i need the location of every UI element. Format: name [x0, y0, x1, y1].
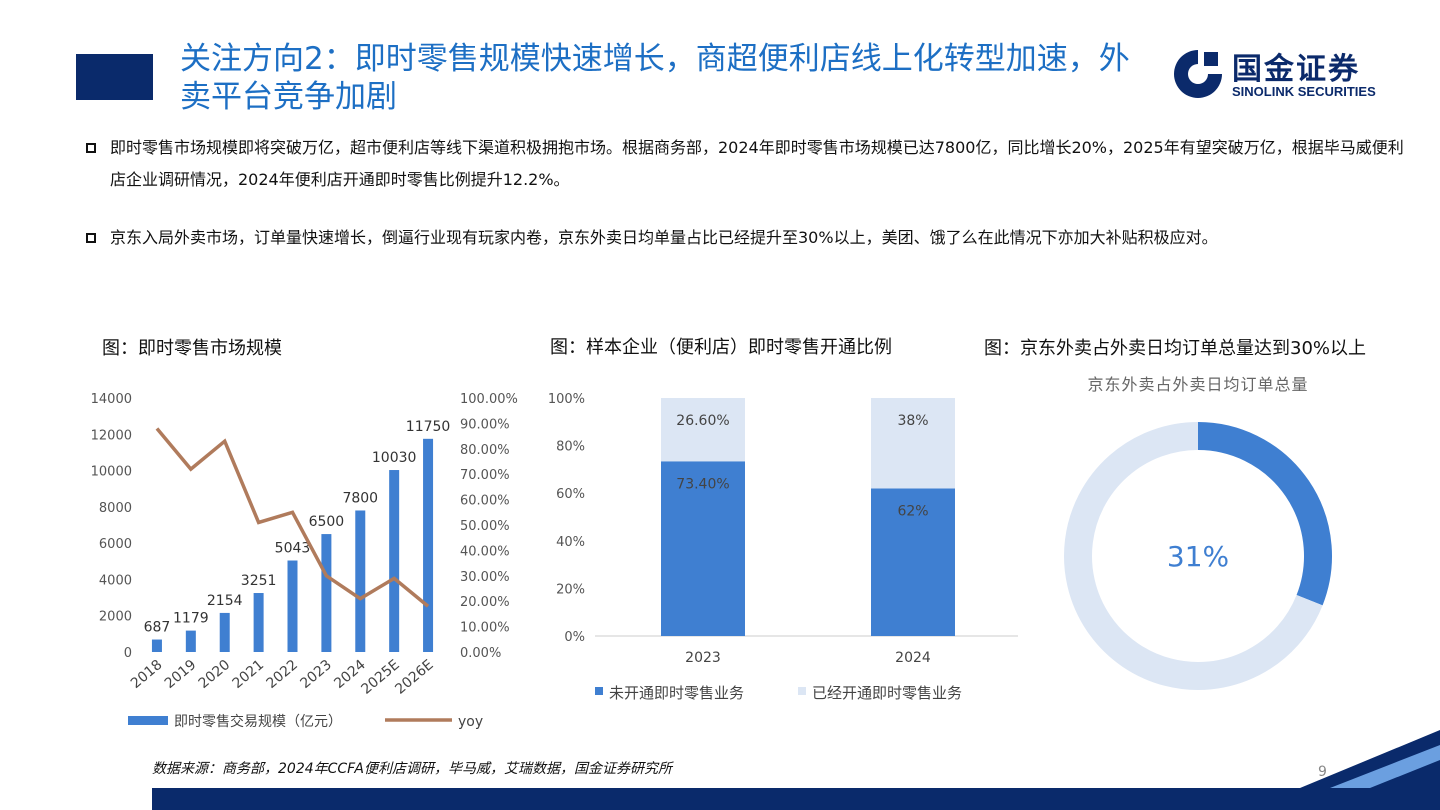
stacked-bar-segment [871, 488, 955, 636]
y2-tick-label: 0.00% [460, 646, 501, 661]
bar [253, 593, 264, 652]
bullet-square-icon [86, 143, 96, 153]
y2-tick-label: 30.00% [460, 570, 510, 585]
y-tick-label: 4000 [99, 573, 132, 588]
x-tick-label: 2025E [358, 657, 402, 698]
segment-data-label: 26.60% [676, 413, 729, 429]
x-tick-label: 2024 [895, 650, 931, 666]
bar [389, 470, 400, 652]
figure-3-title: 图：京东外卖占外卖日均订单总量达到30%以上 [984, 338, 1367, 359]
bar [423, 438, 434, 652]
x-tick-label: 2020 [196, 657, 234, 692]
title-accent-block [76, 54, 153, 100]
legend-swatch-bar [128, 716, 168, 725]
donut-slice [1064, 422, 1323, 690]
market-size-chart: 0 2000 4000 6000 8000 10000 12000 14000 0.00% 10.… [91, 392, 518, 730]
bar [287, 560, 298, 652]
figure-2-title: 图：样本企业（便利店）即时零售开通比例 [550, 337, 892, 358]
y-tick-label: 60% [556, 487, 585, 502]
y2-tick-label: 80.00% [460, 443, 510, 458]
y-tick-label: 0 [124, 646, 132, 661]
bar-data-label: 7800 [342, 490, 378, 506]
segment-data-label: 38% [897, 413, 928, 429]
y-tick-label: 80% [556, 440, 585, 455]
legend-label: 已经开通即时零售业务 [812, 684, 962, 702]
x-tick-label: 2019 [162, 657, 200, 692]
legend-swatch [595, 687, 603, 695]
legend-label: yoy [458, 714, 483, 730]
bar-data-label: 3251 [241, 573, 277, 589]
y2-tick-label: 10.00% [460, 621, 510, 636]
y2-tick-label: 70.00% [460, 468, 510, 483]
y2-tick-label: 40.00% [460, 544, 510, 559]
donut-slice [1197, 422, 1332, 606]
logo-english-text: SINOLINK SECURITIES [1232, 84, 1376, 99]
bar-data-label: 6500 [309, 514, 345, 530]
bullet-square-icon [86, 233, 96, 243]
x-tick-label: 2018 [128, 657, 166, 692]
bar [219, 612, 230, 652]
footer-bar [152, 788, 1440, 810]
donut-center-label: 31% [1167, 540, 1229, 573]
bar [321, 534, 332, 652]
y-tick-label: 20% [556, 582, 585, 597]
x-tick-label: 2023 [297, 657, 335, 692]
y-tick-label: 100% [548, 392, 585, 407]
y-tick-label: 6000 [99, 537, 132, 552]
bar-data-label: 5043 [275, 541, 311, 557]
bar-data-label: 687 [144, 620, 171, 636]
bar-data-label: 2154 [207, 593, 243, 609]
company-logo: 国金证券 SINOLINK SECURITIES [1170, 44, 1410, 104]
x-tick-label: 2023 [685, 650, 721, 666]
y2-tick-label: 50.00% [460, 519, 510, 534]
bar-data-label: 10030 [372, 450, 417, 466]
bullet-point-2: 京东入局外卖市场，订单量快速增长，倒逼行业现有玩家内卷，京东外卖日均单量占比已经… [86, 222, 1406, 254]
y-tick-label: 14000 [91, 392, 132, 407]
logo-mark-icon [1174, 50, 1222, 98]
bar-data-label: 1179 [173, 611, 209, 627]
y2-tick-label: 90.00% [460, 417, 510, 432]
open-ratio-chart: 0% 20% 40% 60% 80% 100% 73.40% 26.60% 2023 62% 38%… [548, 392, 1018, 702]
page-title: 关注方向2：即时零售规模快速增长，商超便利店线上化转型加速，外卖平台竞争加剧 [180, 41, 1130, 115]
bullet-point-1: 即时零售市场规模即将突破万亿，超市便利店等线下渠道积极拥抱市场。根据商务部，20… [86, 132, 1406, 196]
bar-data-label: 11750 [406, 419, 451, 435]
logo-chinese-text: 国金证券 [1232, 52, 1360, 87]
y-tick-label: 0% [564, 630, 585, 645]
data-source-note: 数据来源：商务部，2024年CCFA便利店调研，毕马威，艾瑞数据，国金证券研究所 [152, 761, 672, 777]
segment-data-label: 73.40% [676, 476, 729, 492]
stacked-bar-segment [871, 398, 955, 489]
legend-label: 未开通即时零售业务 [609, 684, 744, 702]
x-tick-label: 2022 [263, 657, 301, 692]
bullet-text: 即时零售市场规模即将突破万亿，超市便利店等线下渠道积极拥抱市场。根据商务部，20… [110, 138, 1404, 189]
y-tick-label: 12000 [91, 428, 132, 443]
chart-title: 京东外卖占外卖日均订单总量 [1087, 375, 1308, 394]
x-tick-label: 2026E [392, 657, 436, 698]
bullet-text: 京东入局外卖市场，订单量快速增长，倒逼行业现有玩家内卷，京东外卖日均单量占比已经… [110, 228, 1218, 247]
y2-tick-label: 100.00% [460, 392, 518, 407]
y2-tick-label: 60.00% [460, 494, 510, 509]
y-tick-label: 40% [556, 535, 585, 550]
y-tick-label: 2000 [99, 610, 132, 625]
stacked-bar-segment [661, 398, 745, 462]
y-tick-label: 10000 [91, 465, 132, 480]
yoy-line [155, 427, 430, 608]
page-number: 9 [1318, 764, 1327, 780]
segment-data-label: 62% [897, 503, 928, 519]
legend-swatch [798, 687, 806, 695]
y2-tick-label: 20.00% [460, 595, 510, 610]
bar [185, 630, 196, 652]
bar [355, 510, 366, 652]
bar [151, 639, 162, 652]
figure-1-title: 图：即时零售市场规模 [102, 338, 282, 359]
jd-share-donut-chart: 京东外卖占外卖日均订单总量 31% [1064, 375, 1332, 690]
x-tick-label: 2021 [230, 657, 268, 692]
stacked-bar-segment [661, 461, 745, 636]
legend-label: 即时零售交易规模（亿元） [174, 713, 342, 730]
y-tick-label: 8000 [99, 501, 132, 516]
